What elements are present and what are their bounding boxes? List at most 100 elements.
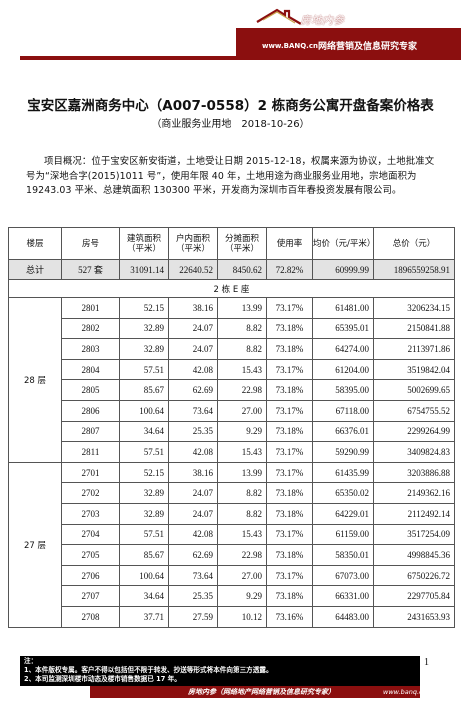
- cell-usage-rate: 73.18%: [266, 379, 313, 401]
- table-row: 28 层 2801 52.15 38.16 13.99 73.17% 61481.00 320…: [8, 297, 455, 463]
- cell-total-price: 2113971.86: [373, 338, 455, 360]
- cell-shared-area: 27.00: [217, 399, 267, 422]
- table-row: 2807 34.64 25.35 9.29 73.18% 66376.01 2299264.…: [9, 420, 455, 443]
- cell-unit-price: 65395.01: [312, 317, 374, 340]
- cell-usage-rate: 73.18%: [266, 502, 313, 525]
- cell-inner-area: 73.64: [168, 564, 218, 587]
- header-total-price: 总价（元）: [373, 227, 455, 260]
- cell-room: 2802: [61, 317, 120, 340]
- cell-build-area: 32.89: [119, 482, 169, 504]
- total-label: 总计: [8, 259, 62, 280]
- table-row: 2703 32.89 24.07 8.82 73.18% 64229.01 2112492.…: [9, 502, 455, 525]
- cell-room: 2703: [61, 502, 120, 525]
- cell-inner-area: 38.16: [168, 297, 218, 319]
- table-row: 2802 32.89 24.07 8.82 73.18% 65395.01 2150841.…: [9, 317, 455, 340]
- footer-notes: 注： 1、本件版权专属。客户不得以包括但不限于转发、抄送等形式将本件向第三方透露…: [20, 656, 420, 686]
- table-row: 2706 100.64 73.64 27.00 73.17% 67073.00 675022…: [9, 564, 455, 587]
- floor-label: 27 层: [8, 461, 62, 628]
- document-subtitle: （商业服务业用地 2018-10-26）: [151, 119, 310, 130]
- cell-usage-rate: 73.17%: [266, 358, 313, 381]
- cell-unit-price: 61204.00: [312, 358, 374, 381]
- house-logo-icon: [256, 8, 302, 25]
- cell-total-price: 4998845.36: [373, 544, 455, 566]
- page-number: 1: [424, 657, 429, 668]
- table-row: 2708 37.71 27.59 10.12 73.16% 64483.00 2431653…: [9, 605, 455, 628]
- cell-total-price: 3206234.15: [373, 297, 455, 319]
- cell-usage-rate: 73.18%: [266, 420, 313, 443]
- cell-room: 2806: [61, 399, 120, 422]
- total-row: 总计 527 套 31091.14 22640.52 8450.62 72.82…: [8, 259, 455, 280]
- document-title: 宝安区嘉洲商务中心（A007-0558）2 栋商务公寓开盘备案价格表: [27, 98, 434, 114]
- cell-build-area: 100.64: [119, 564, 169, 587]
- cell-usage-rate: 73.18%: [266, 585, 313, 607]
- cell-shared-area: 10.12: [217, 605, 267, 628]
- cell-total-price: 2112492.14: [373, 502, 455, 525]
- cell-total-price: 5002699.65: [373, 379, 455, 401]
- header-unit-price: 均价（元/平米）: [312, 227, 375, 260]
- cell-total-price: 6750226.72: [373, 564, 455, 587]
- table-row: 2702 32.89 24.07 8.82 73.18% 65350.02 2149362.…: [9, 482, 455, 504]
- cell-shared-area: 9.29: [217, 420, 267, 443]
- cell-room: 2708: [61, 605, 120, 628]
- cell-shared-area: 27.00: [217, 564, 267, 587]
- cell-usage-rate: 73.17%: [266, 461, 313, 484]
- table-row: 2705 85.67 62.69 22.98 73.18% 58350.01 4998845…: [9, 544, 455, 566]
- cell-shared-area: 8.82: [217, 338, 267, 360]
- total-unit-price: 60999.99: [312, 259, 374, 280]
- total-rooms: 527 套: [61, 259, 120, 280]
- cell-inner-area: 42.08: [168, 523, 218, 546]
- cell-usage-rate: 73.17%: [266, 523, 313, 546]
- cell-build-area: 34.64: [119, 585, 169, 607]
- table-row: 27 层 2701 52.15 38.16 13.99 73.17% 61435.99 320…: [8, 461, 455, 628]
- cell-inner-area: 24.07: [168, 338, 218, 360]
- floor-label: 28 层: [8, 297, 62, 463]
- cell-room: 2807: [61, 420, 120, 443]
- table-header-row: 楼层 房号 建筑面积（平米） 户内面积（平米） 分摊面积（平米） 使用率 均价（…: [8, 227, 455, 260]
- table-row: 2806 100.64 73.64 27.00 73.17% 67118.00 675475…: [9, 399, 455, 422]
- cell-room: 2811: [61, 441, 120, 463]
- note-1: 1、本件版权专属。客户不得以包括但不限于转发、抄送等形式将本件向第三方透露。: [24, 665, 273, 674]
- cell-inner-area: 62.69: [168, 379, 218, 401]
- section-row: 2 栋 E 座: [8, 279, 455, 298]
- cell-usage-rate: 73.16%: [266, 605, 313, 628]
- notes-title: 注：: [24, 657, 38, 665]
- cell-room: 2705: [61, 544, 120, 566]
- cell-total-price: 2150841.88: [373, 317, 455, 340]
- cell-unit-price: 58350.01: [312, 544, 374, 566]
- cell-shared-area: 13.99: [217, 297, 267, 319]
- cell-inner-area: 27.59: [168, 605, 218, 628]
- total-build-area: 31091.14: [119, 259, 169, 280]
- cell-room: 2702: [61, 482, 120, 504]
- header-red-strip: [20, 56, 236, 60]
- cell-room: 2801: [61, 297, 120, 319]
- cell-build-area: 32.89: [119, 502, 169, 525]
- total-usage-rate: 72.82%: [266, 259, 313, 280]
- table-row: 2704 57.51 42.08 15.43 73.17% 61159.00 3517254…: [9, 523, 455, 546]
- table-row: 2804 57.51 42.08 15.43 73.17% 61204.00 3519842…: [9, 358, 455, 381]
- cell-total-price: 3519842.04: [373, 358, 455, 381]
- project-overview: 项目概况：位于宝安区新安街道，土地受让日期 2015-12-18，权属来源为协议…: [26, 155, 436, 199]
- cell-shared-area: 8.82: [217, 482, 267, 504]
- brand-slogan: 网络营销及信息研究专家: [318, 42, 418, 52]
- cell-inner-area: 42.08: [168, 358, 218, 381]
- cell-unit-price: 66331.00: [312, 585, 374, 607]
- cell-unit-price: 61159.00: [312, 523, 374, 546]
- table-row: 2805 85.67 62.69 22.98 73.18% 58395.00 5002699…: [9, 379, 455, 401]
- cell-unit-price: 65350.02: [312, 482, 374, 504]
- cell-usage-rate: 73.18%: [266, 544, 313, 566]
- cell-unit-price: 67073.00: [312, 564, 374, 587]
- cell-usage-rate: 73.18%: [266, 338, 313, 360]
- brand-name: 房地内参: [300, 14, 344, 27]
- note-2: 2、本司监测深圳楼市动态及楼市销售数据已 17 年。: [24, 674, 181, 683]
- total-total-price: 1896559258.91: [373, 259, 455, 280]
- cell-usage-rate: 73.17%: [266, 399, 313, 422]
- cell-unit-price: 67118.00: [312, 399, 374, 422]
- cell-room: 2804: [61, 358, 120, 381]
- cell-shared-area: 8.82: [217, 317, 267, 340]
- header-usage-rate: 使用率: [266, 227, 313, 260]
- cell-inner-area: 25.35: [168, 585, 218, 607]
- cell-inner-area: 62.69: [168, 544, 218, 566]
- footer-house-logo-icon: [150, 686, 183, 697]
- cell-shared-area: 15.43: [217, 523, 267, 546]
- cell-build-area: 57.51: [119, 441, 169, 463]
